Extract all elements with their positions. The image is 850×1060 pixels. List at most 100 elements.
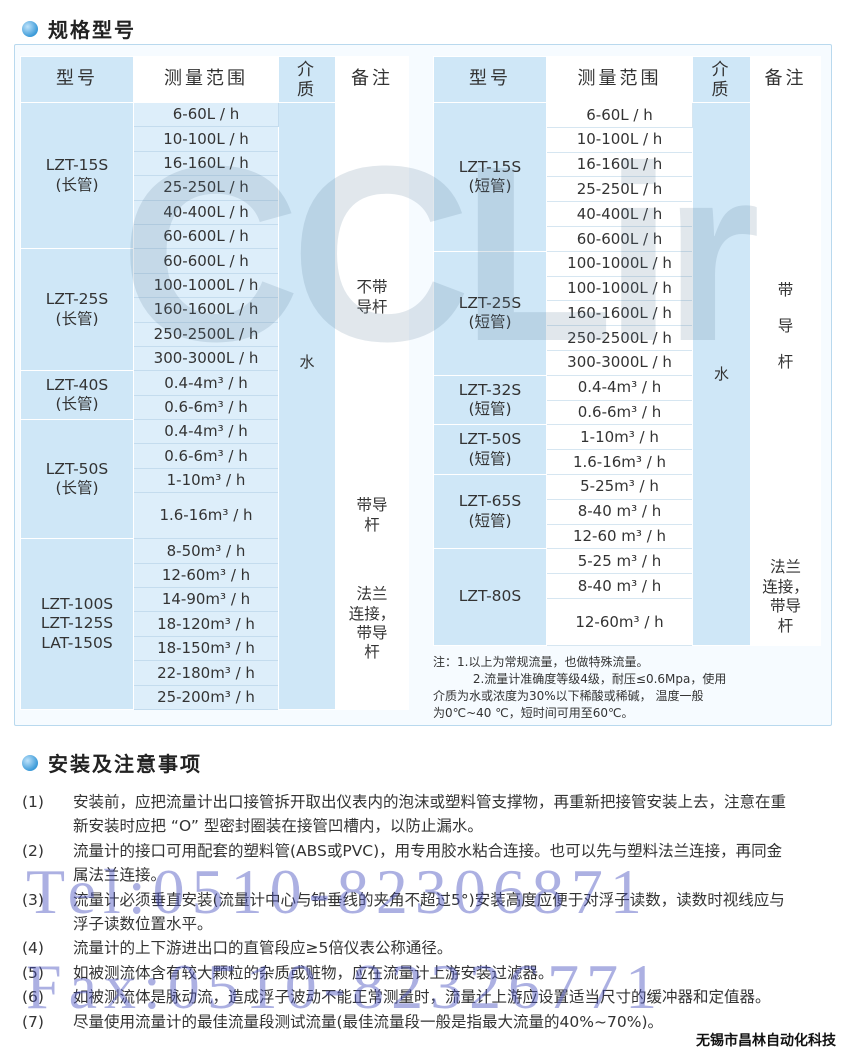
- header-char: 质: [297, 79, 317, 100]
- step-number: (2): [22, 841, 44, 860]
- install-step: (2) 流量计的接口可用配套的塑料管(ABS或PVC)，用专用胶水粘合连接。也可以…: [22, 839, 822, 888]
- table-row: 12-60 m³ / h: [434, 523, 821, 550]
- range-cell: 250-2500L / h: [133, 321, 279, 347]
- section-heading-specs: 规格型号: [22, 14, 136, 43]
- range-cell: 40-400L / h: [546, 201, 693, 227]
- cell-line: 杆: [777, 616, 794, 635]
- model-cell: LZT-100S LZT-125S LAT-150S: [20, 538, 134, 710]
- model-cell: LZT-25S (长管): [20, 248, 134, 372]
- cell-line: (长管): [55, 395, 99, 414]
- table-row: 12-60m³ / h: [21, 562, 409, 589]
- range-cell: 25-200m³ / h: [133, 684, 279, 710]
- table-row: LZT-50S (短管) 1-10m³ / h: [433, 424, 821, 475]
- cell-line: 带导: [356, 624, 388, 643]
- cell-line: (短管): [468, 449, 512, 468]
- table-row: 60-600L / h: [434, 225, 821, 252]
- range-cell: 25-250L / h: [133, 175, 279, 201]
- table-row: 16-160L / h: [21, 150, 409, 177]
- note-cell: 法兰 连接， 带导杆: [750, 548, 821, 646]
- model-cell: LZT-65S (短管): [433, 473, 547, 550]
- range-cell: 300-3000L / h: [133, 345, 279, 372]
- range-cell: 0.4-4m³ / h: [546, 374, 693, 401]
- range-cell: 0.4-4m³ / h: [133, 419, 279, 445]
- model-cell: LZT-50S (长管): [20, 419, 134, 540]
- table-row: LZT-80S 5-25 m³ / h 法兰 连接， 带导杆: [433, 548, 821, 646]
- cell-line: (长管): [55, 309, 99, 328]
- table-row: 300-3000L / h: [21, 345, 409, 372]
- range-cell: 60-600L / h: [546, 225, 693, 252]
- table-row: 60-600L / h: [21, 223, 409, 250]
- header-char: 介: [297, 59, 317, 80]
- step-text: 如被测流体是脉动流，造成浮子波动不能正常测量时，流量计上游应设置适当尺寸的缓冲器…: [73, 988, 771, 1007]
- range-cell: 18-120m³ / h: [133, 611, 279, 637]
- range-cell: 0.6-6m³ / h: [546, 399, 693, 426]
- cell-line: 法兰: [356, 585, 388, 604]
- range-cell: 8-40 m³ / h: [546, 498, 693, 525]
- cell-line: (短管): [468, 511, 512, 530]
- header-note: 备注: [750, 56, 821, 103]
- range-cell: 40-400L / h: [133, 199, 279, 225]
- cell-line: LZT-50S: [45, 459, 109, 478]
- cell-line: 带导: [356, 496, 388, 515]
- cell-line: LZT-15S: [458, 157, 522, 176]
- note-cell: 法兰 连接， 带导杆: [335, 538, 409, 710]
- table-row: LZT-15S (长管) 6-60L / h 水不带 导杆: [20, 101, 409, 710]
- step-number: (4): [22, 939, 44, 958]
- install-steps: (1) 安装前，应把流量计出口接管拆开取出仪表内的泡沫或塑料管支撑物，再重新把接管…: [22, 790, 822, 1034]
- cell-line: LZT-80S: [458, 587, 522, 606]
- step-text: 流量计的上下游进出口的直管段应≥5倍仪表公称通径。: [73, 939, 453, 958]
- range-cell: 0.6-6m³ / h: [133, 394, 279, 421]
- model-cell: LZT-15S (短管): [433, 102, 547, 252]
- range-cell: 100-1000L / h: [133, 272, 279, 299]
- cell-line: 法兰: [769, 558, 801, 577]
- model-cell: LZT-50S (短管): [433, 424, 547, 475]
- table-notes: 注：1.以上为常规流量，也做特殊流量。 2.流量计准确度等级4级，耐压≤0.6M…: [433, 654, 828, 722]
- step-number: (5): [22, 963, 44, 982]
- table-row: LZT-25S (长管) 60-600L / h: [20, 248, 409, 372]
- header-model: 型号: [20, 56, 134, 103]
- cell-line: 杆: [777, 352, 794, 371]
- note-cell: 不带 导杆: [335, 101, 409, 494]
- model-cell: LZT-32S (短管): [433, 374, 547, 426]
- model-cell: LZT-15S (长管): [20, 101, 134, 250]
- table-row: 100-1000L / h: [21, 272, 409, 299]
- range-cell: 6-60L / h: [133, 101, 279, 128]
- range-cell: 10-100L / h: [133, 126, 279, 152]
- table-row: 18-120m³ / h: [21, 611, 409, 637]
- step-text: 安装前，应把流量计出口接管拆开取出仪表内的泡沫或塑料管支撑物，再重新把接管安装上…: [73, 793, 787, 836]
- install-step: (1) 安装前，应把流量计出口接管拆开取出仪表内的泡沫或塑料管支撑物，再重新把接管…: [22, 790, 822, 839]
- table-row: LZT-50S (长管) 0.4-4m³ / h: [20, 419, 409, 540]
- cell-line: (长管): [55, 175, 99, 194]
- range-cell: 1-10m³ / h: [133, 467, 279, 494]
- section-title: 安装及注意事项: [48, 752, 202, 776]
- range-cell: 0.4-4m³ / h: [133, 370, 279, 396]
- note-cell: 带导杆: [335, 492, 409, 540]
- table-row: LZT-40S (长管) 0.4-4m³ / h: [20, 370, 409, 421]
- table-row: LZT-100S LZT-125S LAT-150S 8-50m³ / h 法兰 连接，带…: [20, 538, 409, 710]
- install-step: (7) 尽量使用流量计的最佳流量段测试流量(最佳流量段一般是指最大流量的40%~7…: [22, 1010, 822, 1034]
- note-line: 为0℃~40 ℃，短时间可用至60℃。: [433, 706, 634, 720]
- range-cell: 12-60m³ / h: [133, 562, 279, 589]
- table-row: 16-160L / h: [434, 151, 821, 178]
- cell-line: 带: [777, 280, 794, 299]
- section-heading-install: 安装及注意事项: [22, 748, 202, 777]
- range-cell: 0.6-6m³ / h: [133, 443, 279, 469]
- step-text: 流量计的接口可用配套的塑料管(ABS或PVC)，用专用胶水粘合连接。也可以先与塑…: [73, 841, 783, 885]
- note-line: 2.流量计准确度等级4级，耐压≤0.6Mpa，使用: [433, 672, 727, 686]
- table-row: 300-3000L / h: [434, 349, 821, 376]
- company-footer: 无锡市昌林自动化科技: [694, 1030, 838, 1050]
- table-row: LZT-32S (短管) 0.4-4m³ / h: [433, 374, 821, 426]
- step-text: 流量计必须垂直安装(流量计中心与铅垂线的夹角不超过5°)安装高度应便于对浮子读数…: [73, 890, 785, 934]
- table-row: 40-400L / h: [434, 201, 821, 227]
- cell-line: LZT-15S: [45, 156, 109, 175]
- cell-line: LZT-65S: [458, 492, 522, 511]
- header-range: 测量范围: [546, 56, 693, 103]
- range-cell: 60-600L / h: [133, 248, 279, 274]
- range-cell: 14-90m³ / h: [133, 587, 279, 613]
- header-char: 质: [711, 79, 732, 100]
- cell-line: 导杆: [356, 297, 388, 316]
- header-medium: 介质: [278, 56, 336, 103]
- cell-line: LZT-40S: [45, 375, 109, 394]
- medium-cell: 水: [278, 102, 336, 710]
